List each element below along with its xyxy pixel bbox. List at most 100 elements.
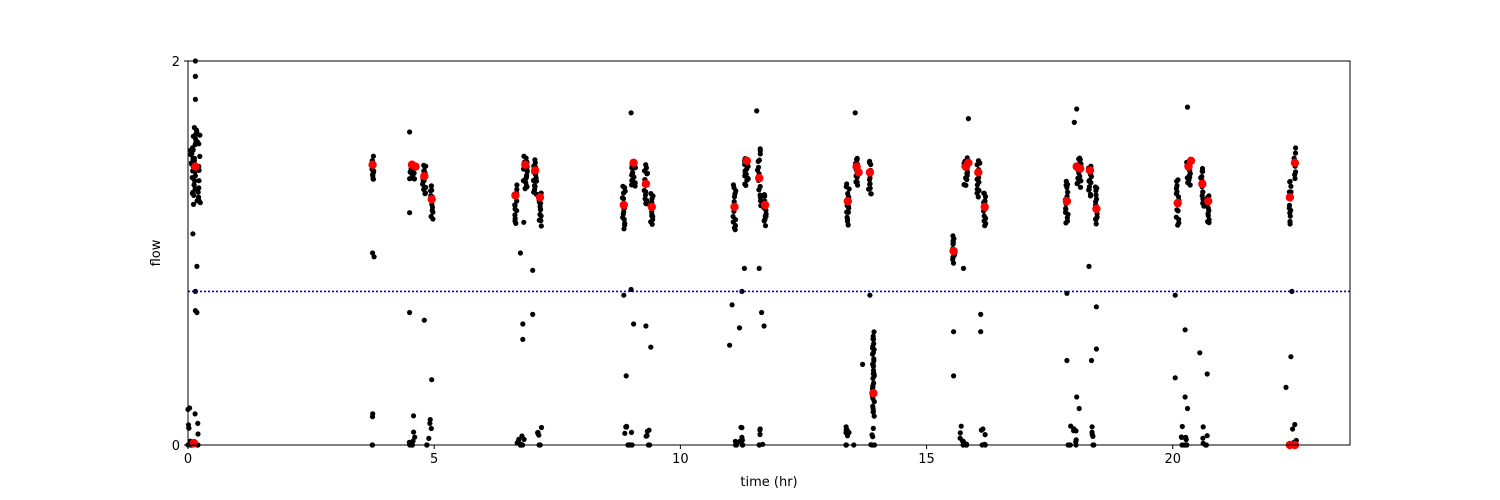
data-point xyxy=(196,178,202,184)
data-point xyxy=(980,426,986,432)
data-point xyxy=(853,179,859,185)
data-point xyxy=(978,311,984,317)
highlight-points xyxy=(189,156,1300,450)
data-point xyxy=(512,202,518,208)
data-point xyxy=(191,155,197,161)
data-point xyxy=(844,433,851,439)
data-point xyxy=(1289,288,1295,294)
data-point xyxy=(757,192,763,198)
y-tick-label: 2 xyxy=(172,55,180,70)
data-point xyxy=(961,182,967,188)
data-point xyxy=(1290,426,1296,432)
data-point xyxy=(1183,437,1189,443)
data-point xyxy=(512,206,518,212)
data-point xyxy=(191,125,197,131)
data-point xyxy=(1086,263,1092,269)
data-point xyxy=(521,219,527,225)
data-point xyxy=(757,146,763,152)
highlight-point xyxy=(641,179,651,189)
y-tick-label: 0 xyxy=(172,439,180,454)
data-point xyxy=(407,129,413,135)
highlight-point xyxy=(1198,179,1207,189)
data-point xyxy=(628,110,634,116)
highlight-point xyxy=(535,193,545,202)
data-point xyxy=(1174,183,1180,189)
data-point xyxy=(520,336,526,342)
data-point xyxy=(1093,192,1099,198)
data-point xyxy=(761,323,767,329)
data-point xyxy=(981,190,987,196)
data-point xyxy=(1063,205,1069,211)
data-point xyxy=(192,186,198,192)
data-point xyxy=(1092,184,1098,190)
data-point xyxy=(621,292,627,298)
data-point xyxy=(870,333,876,339)
data-point xyxy=(1076,405,1082,412)
data-point xyxy=(755,164,762,170)
data-point xyxy=(370,153,376,159)
data-point xyxy=(1073,437,1079,443)
highlight-point xyxy=(1076,164,1085,173)
highlight-point xyxy=(869,389,878,398)
data-point xyxy=(429,377,435,383)
data-point xyxy=(870,367,877,374)
data-point xyxy=(517,250,524,256)
x-tick-label: 5 xyxy=(430,452,438,467)
data-point xyxy=(871,329,877,335)
data-point xyxy=(622,430,628,436)
data-point xyxy=(1184,405,1191,412)
data-point xyxy=(428,425,434,432)
data-point xyxy=(1184,104,1191,110)
data-point xyxy=(867,185,873,191)
data-point xyxy=(1199,165,1206,172)
data-point xyxy=(197,132,203,138)
data-point xyxy=(410,438,416,444)
data-point xyxy=(727,342,733,348)
data-point xyxy=(427,417,433,423)
data-point xyxy=(741,265,748,271)
data-point xyxy=(1087,191,1094,197)
data-point xyxy=(512,212,518,218)
data-point xyxy=(756,157,763,163)
data-point xyxy=(537,211,543,218)
highlight-point xyxy=(191,162,200,171)
data-point xyxy=(411,429,417,435)
data-point xyxy=(530,311,536,317)
data-point xyxy=(867,158,873,164)
data-point xyxy=(371,254,377,260)
data-point xyxy=(190,231,196,237)
data-point xyxy=(1292,175,1298,182)
data-point xyxy=(192,288,198,294)
data-point xyxy=(844,181,850,187)
data-point xyxy=(982,198,988,204)
data-point xyxy=(1293,145,1299,151)
data-point xyxy=(871,341,877,347)
data-point xyxy=(194,309,200,316)
data-point xyxy=(1288,183,1294,189)
data-point xyxy=(648,344,654,350)
data-point xyxy=(643,433,649,439)
data-point xyxy=(622,220,628,226)
data-point xyxy=(1288,354,1294,360)
data-point xyxy=(623,373,629,379)
data-point xyxy=(871,380,877,386)
highlight-point xyxy=(755,173,764,183)
highlight-point xyxy=(629,158,638,167)
data-point xyxy=(870,403,876,409)
data-point xyxy=(1173,214,1179,220)
data-point xyxy=(860,361,866,367)
data-point xyxy=(1182,394,1188,400)
x-tick-label: 10 xyxy=(672,452,689,467)
data-point xyxy=(520,321,526,327)
data-point xyxy=(757,426,763,432)
data-point xyxy=(194,129,200,135)
data-point xyxy=(426,435,432,441)
x-tick-label: 15 xyxy=(918,452,935,467)
data-point xyxy=(642,196,648,202)
data-point xyxy=(1292,421,1298,428)
data-point xyxy=(1200,424,1206,430)
data-point xyxy=(194,263,200,269)
highlight-point xyxy=(974,168,983,177)
data-point xyxy=(620,183,626,189)
x-tick-label: 0 xyxy=(184,452,192,467)
